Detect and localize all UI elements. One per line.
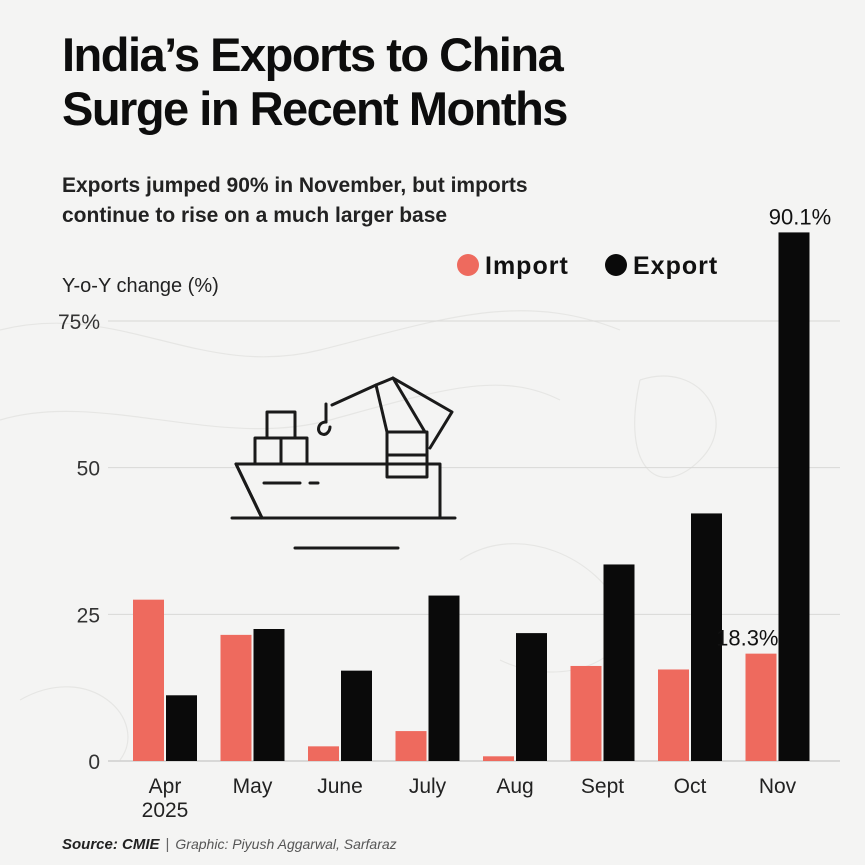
x-tick-label-oct-line-1: Oct <box>674 775 707 798</box>
legend-export-swatch <box>605 254 627 276</box>
footer: Source: CMIE | Graphic: Piyush Aggarwal, S… <box>62 836 397 853</box>
x-tick-label-nov: Nov <box>759 775 797 798</box>
bars <box>133 232 810 761</box>
bar-import-nov <box>745 653 777 761</box>
x-tick-label-may: May <box>233 775 273 798</box>
bar-import-may <box>220 634 252 761</box>
x-tick-label-june: June <box>317 775 363 798</box>
bar-export-apr <box>166 695 197 761</box>
y-tick-label-75: 75% <box>58 311 100 334</box>
cargo-ship-illustration <box>230 376 457 550</box>
data-labels: 18.3% 90.1% <box>716 204 831 650</box>
y-tick-label-50: 50 <box>77 458 100 481</box>
x-tick-label-apr: Apr 2025 <box>142 775 189 822</box>
legend: Import Export <box>457 252 718 280</box>
x-tick-label-june-line-1: June <box>317 775 363 798</box>
x-tick-labels: Apr 2025 May June July Aug Sept Oct Nov <box>142 775 797 822</box>
x-tick-label-aug: Aug <box>496 775 533 798</box>
bar-import-june <box>308 746 339 761</box>
graphic-credit: Graphic: Piyush Aggarwal, Sarfaraz <box>175 836 397 852</box>
x-tick-label-apr-line-1: Apr <box>149 775 182 798</box>
bar-import-aug <box>483 756 514 761</box>
bar-export-sept <box>603 564 635 761</box>
bar-export-june <box>341 670 372 761</box>
bar-export-aug <box>516 633 547 761</box>
source-label: Source: CMIE <box>62 836 160 853</box>
bar-export-july <box>428 595 460 761</box>
y-tick-labels: 0 25 50 75% <box>58 311 100 774</box>
x-tick-label-aug-line-1: Aug <box>496 775 533 798</box>
legend-export-label: Export <box>633 252 718 280</box>
y-axis-label: Y-o-Y change (%) <box>62 275 219 297</box>
x-tick-label-apr-line-2: 2025 <box>142 799 189 822</box>
gridlines <box>108 320 840 762</box>
y-tick-label-0: 0 <box>88 751 100 774</box>
title-line-1: India’s Exports to China <box>62 28 564 81</box>
x-tick-label-july: July <box>409 775 447 798</box>
subtitle-line-2: continue to rise on a much larger base <box>62 204 448 227</box>
bar-export-nov <box>778 232 810 761</box>
y-tick-label-25: 25 <box>77 604 100 627</box>
title-line-2: Surge in Recent Months <box>62 82 568 135</box>
bar-export-may <box>253 629 285 761</box>
bar-import-oct <box>658 669 689 761</box>
legend-import-swatch <box>457 254 479 276</box>
bar-import-apr <box>133 599 164 761</box>
chart-subtitle: Exports jumped 90% in November, but impo… <box>62 171 682 231</box>
data-label-export-nov: 90.1% <box>769 204 831 229</box>
chart-title: India’s Exports to China Surge in Recent… <box>62 28 782 136</box>
x-tick-label-nov-line-1: Nov <box>759 775 797 798</box>
bar-import-july <box>395 731 427 761</box>
bar-export-oct <box>691 513 722 761</box>
data-label-import-nov: 18.3% <box>716 626 778 651</box>
x-tick-label-sept: Sept <box>581 775 624 798</box>
x-tick-label-may-line-1: May <box>233 775 273 798</box>
x-tick-label-oct: Oct <box>674 775 707 798</box>
x-tick-label-july-line-1: July <box>409 775 447 798</box>
legend-import-label: Import <box>485 252 569 280</box>
footer-separator: | <box>165 836 170 853</box>
bar-import-sept <box>570 665 602 761</box>
x-tick-label-sept-line-1: Sept <box>581 775 624 798</box>
subtitle-line-1: Exports jumped 90% in November, but impo… <box>62 174 528 197</box>
